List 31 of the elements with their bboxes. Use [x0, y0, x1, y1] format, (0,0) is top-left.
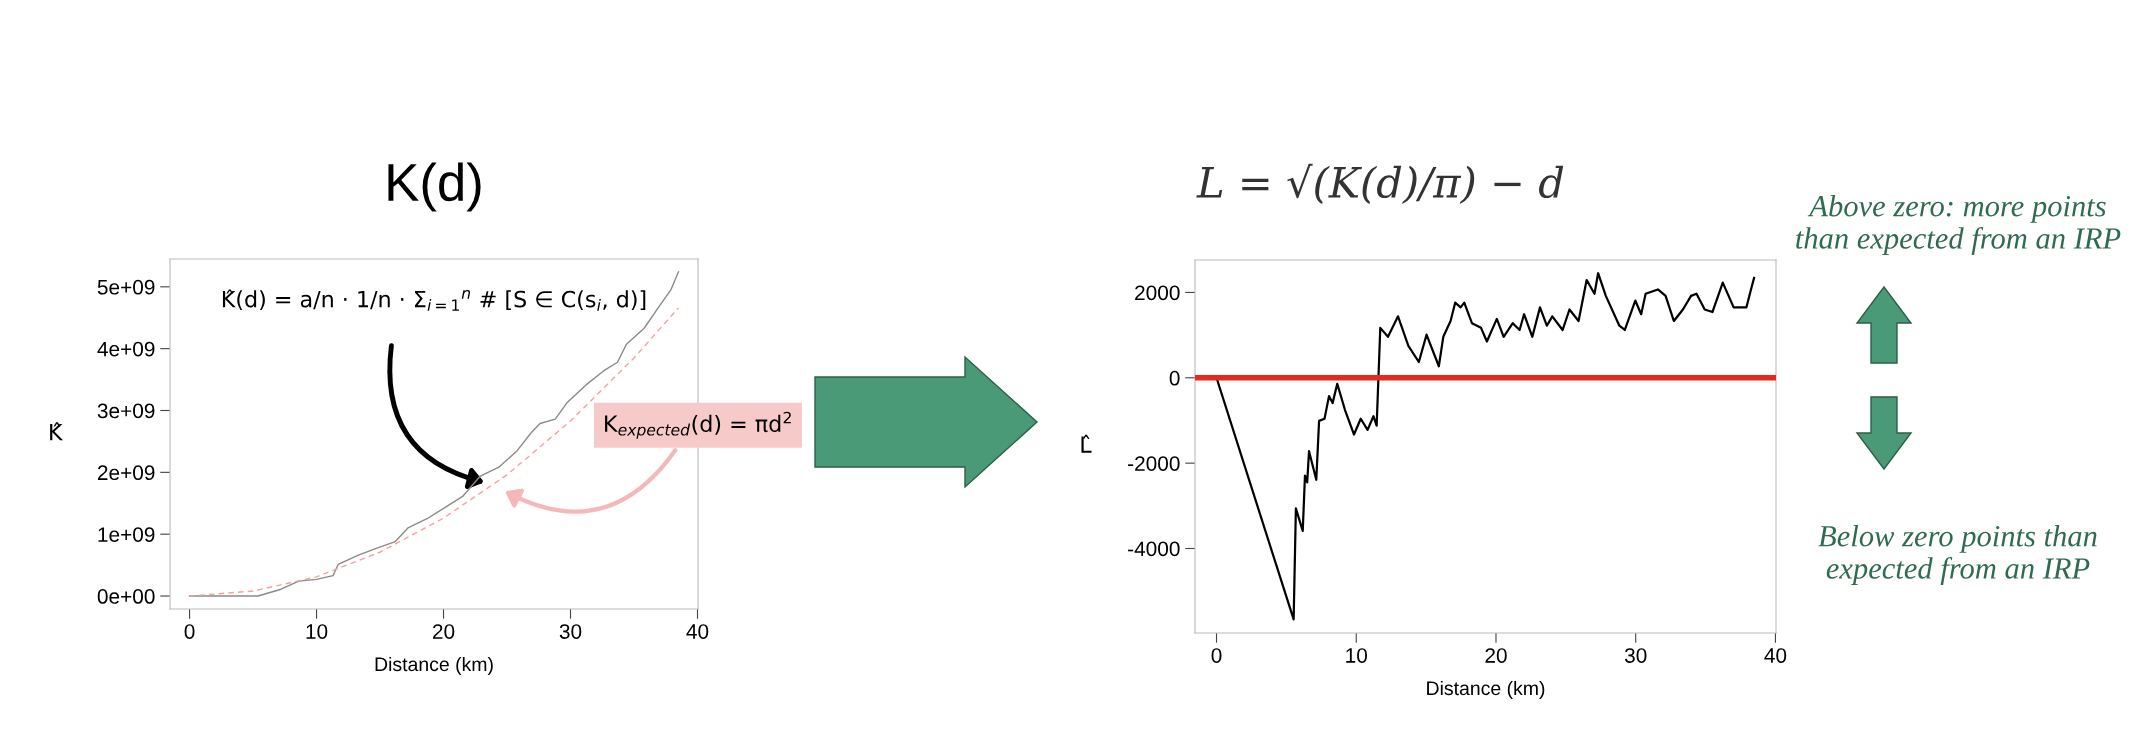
annotation: K̂(d) = a/n · 1/n · Σ$_{i=1}$$^{n}$ # [S ∈ C(s$_{i}$, d)] [222, 289, 646, 311]
line-series [1215, 272, 1756, 621]
x-tick-label: 30 [1624, 648, 1647, 663]
x-tick-label: 20 [1485, 648, 1507, 663]
y-axis-title: L̂ [1081, 434, 1092, 453]
x-tick-label: 10 [306, 624, 328, 639]
annotation: K$_{expected}$(d) = πd$^{2}$ [605, 411, 791, 439]
y-tick-label: 0e+00 [97, 589, 155, 604]
y-axis-title: K̂ [50, 422, 63, 441]
x-axis-title: Distance (km) [1427, 680, 1545, 700]
x-tick-label: 30 [559, 624, 582, 639]
x-tick-label: 40 [686, 624, 709, 639]
text: Above zero: more points than expected from an IRP [1796, 194, 2121, 256]
y-tick-label: -2000 [1128, 456, 1180, 471]
y-tick-label: 2e+09 [97, 465, 155, 481]
x-tick-label: 0 [1211, 648, 1222, 663]
chart-title: K(d) [388, 162, 481, 212]
x-tick-label: 0 [184, 624, 195, 639]
y-tick-label: -4000 [1128, 541, 1180, 557]
x-tick-label: 10 [1346, 648, 1368, 663]
y-tick-label: 0 [1169, 370, 1180, 386]
chart-title: L = √(K(d)/π) − d [1196, 163, 1564, 204]
y-tick-label: 5e+09 [97, 279, 155, 295]
text: Below zero points than expected from an IRP [1818, 524, 2097, 586]
y-tick-label: 1e+09 [98, 527, 155, 542]
y-tick-label: 4e+09 [97, 341, 155, 357]
y-tick-label: 2000 [1135, 285, 1180, 301]
y-tick-label: 3e+09 [97, 403, 155, 419]
x-tick-label: 40 [1764, 648, 1787, 663]
x-tick-label: 20 [432, 624, 455, 639]
x-axis-title: Distance (km) [375, 656, 493, 676]
